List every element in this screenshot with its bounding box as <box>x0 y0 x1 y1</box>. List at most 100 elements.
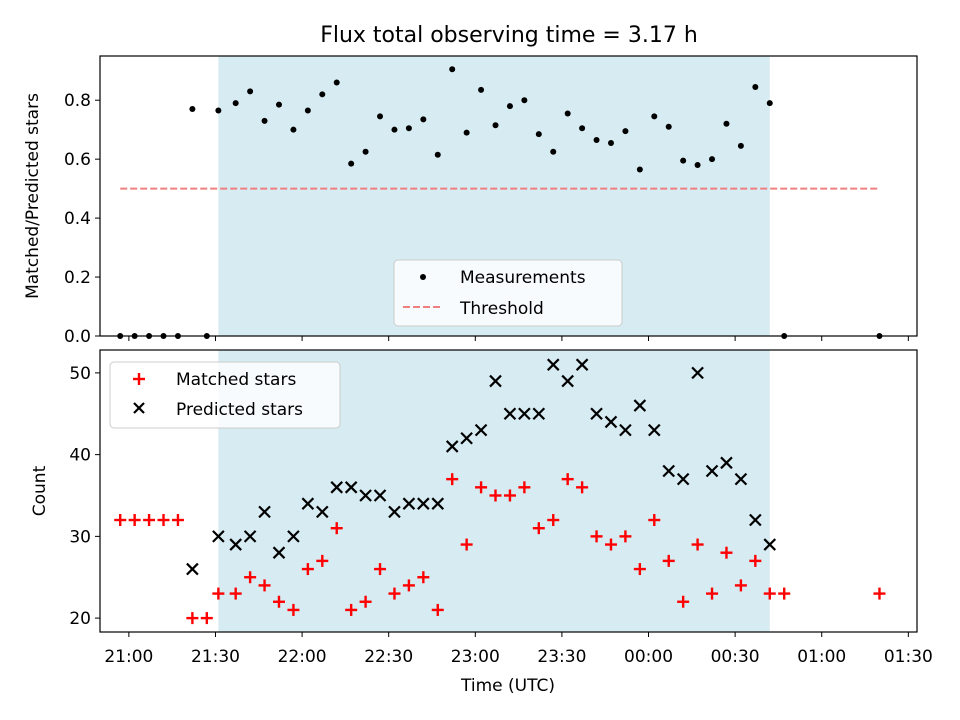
measurement-point <box>593 137 600 143</box>
measurement-point <box>391 126 398 133</box>
predicted-stars-point <box>532 407 546 421</box>
measurement-point <box>261 117 268 124</box>
measurement-point <box>290 126 297 133</box>
predicted-stars-point <box>417 497 430 510</box>
measurement-point <box>405 125 412 132</box>
x-tick-label: 23:00 <box>451 647 500 667</box>
legend-threshold-label: Threshold <box>459 299 544 319</box>
matched-stars-point <box>561 473 574 486</box>
count-panel-frame <box>99 349 918 633</box>
matched-stars-point <box>402 579 415 592</box>
measurement-point <box>665 123 672 130</box>
predicted-stars-point <box>518 407 531 421</box>
predicted-stars-point <box>763 538 777 551</box>
measurement-point <box>521 97 528 104</box>
predicted-stars-point <box>388 505 401 519</box>
matched-stars-point <box>200 612 213 625</box>
predicted-stars-point <box>619 423 632 437</box>
matched-stars-point <box>662 554 675 567</box>
measurement-point <box>607 139 614 146</box>
predicted-stars-point <box>662 464 676 478</box>
measurement-point <box>304 107 311 114</box>
predicted-stars-point <box>705 464 719 478</box>
count-panel-ylabel: Count <box>30 465 50 516</box>
matched-stars-point <box>547 514 560 527</box>
measurement-point <box>636 166 643 173</box>
x-tick-label: 23:30 <box>537 647 586 667</box>
predicted-stars-point <box>749 513 762 527</box>
predicted-stars-point <box>648 423 661 437</box>
predicted-stars-point <box>720 456 733 470</box>
predicted-stars-point <box>272 546 286 559</box>
predicted-stars-point <box>445 440 459 453</box>
measurement-point <box>377 113 384 120</box>
measurement-point <box>694 162 701 169</box>
predicted-stars-point <box>633 399 647 412</box>
measurement-point <box>766 100 773 107</box>
matched-stars-point <box>128 514 141 527</box>
predicted-stars-point <box>229 538 242 551</box>
matched-stars-point <box>143 514 156 527</box>
predicted-stars-point <box>186 562 199 576</box>
matched-stars-point <box>345 603 358 616</box>
measurement-point <box>215 107 222 114</box>
measurement-point <box>434 151 441 158</box>
predicted-stars-point <box>575 358 589 371</box>
measurement-point <box>492 122 499 129</box>
measurement-point <box>564 110 571 117</box>
measurement-point <box>333 79 340 86</box>
measurement-point <box>449 66 456 73</box>
matched-stars-point <box>171 514 184 527</box>
measurement-point <box>420 116 427 123</box>
matched-stars-point <box>691 538 704 551</box>
predicted-stars-point <box>258 505 271 519</box>
predicted-stars-point <box>373 489 387 502</box>
measurement-point <box>478 86 485 93</box>
matched-stars-point <box>677 595 690 608</box>
predicted-stars-point <box>316 505 329 519</box>
matched-stars-point <box>720 546 733 559</box>
legend-measurements-marker <box>420 274 426 280</box>
matched-stars-point <box>749 554 762 567</box>
predicted-stars-point <box>503 407 517 421</box>
matched-stars-point <box>114 514 127 527</box>
matched-stars-point <box>590 530 603 543</box>
matched-stars-point <box>258 579 271 592</box>
matched-stars-point <box>619 530 632 543</box>
matched-stars-point <box>229 587 242 600</box>
predicted-stars-point <box>489 374 502 388</box>
y-tick-label: 0.0 <box>64 327 91 347</box>
predicted-stars-point <box>330 481 344 494</box>
x-tick-label: 21:30 <box>191 647 240 667</box>
y-tick-label: 0.4 <box>64 209 91 229</box>
legend-matched-label: Matched stars <box>176 370 296 390</box>
measurement-point <box>737 142 744 149</box>
predicted-stars-point <box>561 374 574 388</box>
predicted-stars-point <box>431 497 445 510</box>
matched-stars-point <box>212 587 225 600</box>
chart-title: Flux total observing time = 3.17 h <box>320 23 698 48</box>
legend-predicted-marker <box>133 402 145 414</box>
legend-measurements-label: Measurements <box>460 268 586 288</box>
x-tick-label: 00:00 <box>624 647 673 667</box>
legend-matched-marker <box>133 373 145 385</box>
measurement-point <box>348 160 355 167</box>
measurement-point <box>362 148 369 155</box>
measurement-point <box>535 131 542 138</box>
matched-stars-point <box>734 579 747 592</box>
measurement-point <box>550 148 557 155</box>
predicted-stars-point <box>287 530 300 543</box>
count-legend-box <box>109 361 341 429</box>
matched-stars-point <box>374 563 387 576</box>
predicted-stars-point <box>546 358 560 371</box>
ratio-panel-frame <box>99 55 918 337</box>
y-tick-label: 0.8 <box>64 91 91 111</box>
predicted-stars-point <box>460 432 473 445</box>
x-tick-label: 01:00 <box>797 647 846 667</box>
measurement-point <box>319 91 326 98</box>
ratio-legend-box <box>393 259 623 327</box>
matched-stars-point <box>388 587 401 600</box>
matched-stars-point <box>431 603 444 616</box>
measurement-point <box>189 106 196 113</box>
